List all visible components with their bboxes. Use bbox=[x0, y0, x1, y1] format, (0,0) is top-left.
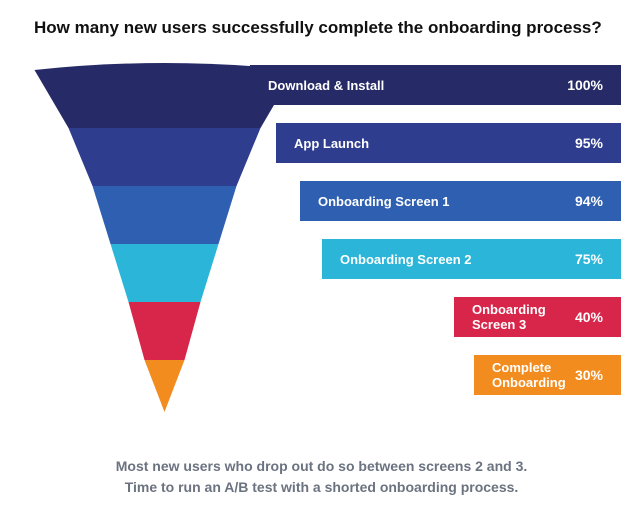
funnel-stage: Onboarding Screen 2 75% bbox=[0, 230, 621, 288]
funnel-stage: Complete Onboarding 30% bbox=[0, 346, 621, 404]
stage-label: Onboarding Screen 1 bbox=[318, 194, 449, 209]
funnel-stage: App Launch 95% bbox=[0, 114, 621, 172]
chart-title: How many new users successfully complete… bbox=[34, 18, 602, 38]
stage-pct: 100% bbox=[567, 77, 603, 93]
stage-label: Download & Install bbox=[268, 78, 384, 93]
funnel-bar: Onboarding Screen 3 40% bbox=[454, 297, 621, 337]
stage-pct: 30% bbox=[575, 367, 603, 383]
stage-pct: 94% bbox=[575, 193, 603, 209]
stage-label: App Launch bbox=[294, 136, 369, 151]
stage-pct: 40% bbox=[575, 309, 603, 325]
caption-line-2: Time to run an A/B test with a shorted o… bbox=[125, 479, 519, 495]
funnel-bar: Onboarding Screen 2 75% bbox=[322, 239, 621, 279]
funnel-bar: Onboarding Screen 1 94% bbox=[300, 181, 621, 221]
stage-pct: 75% bbox=[575, 251, 603, 267]
funnel-bar: App Launch 95% bbox=[276, 123, 621, 163]
stage-label: Onboarding Screen 2 bbox=[340, 252, 471, 267]
chart-caption: Most new users who drop out do so betwee… bbox=[0, 456, 643, 498]
funnel-bar: Complete Onboarding 30% bbox=[474, 355, 621, 395]
stage-label: Onboarding Screen 3 bbox=[472, 302, 575, 332]
stage-label: Complete Onboarding bbox=[492, 360, 575, 390]
funnel-stage: Download & Install 100% bbox=[0, 56, 621, 114]
stage-pct: 95% bbox=[575, 135, 603, 151]
funnel-stage: Onboarding Screen 1 94% bbox=[0, 172, 621, 230]
funnel-bar: Download & Install 100% bbox=[250, 65, 621, 105]
funnel-chart: { "title": "How many new users successfu… bbox=[0, 0, 643, 522]
caption-line-1: Most new users who drop out do so betwee… bbox=[116, 458, 528, 474]
funnel-stage: Onboarding Screen 3 40% bbox=[0, 288, 621, 346]
